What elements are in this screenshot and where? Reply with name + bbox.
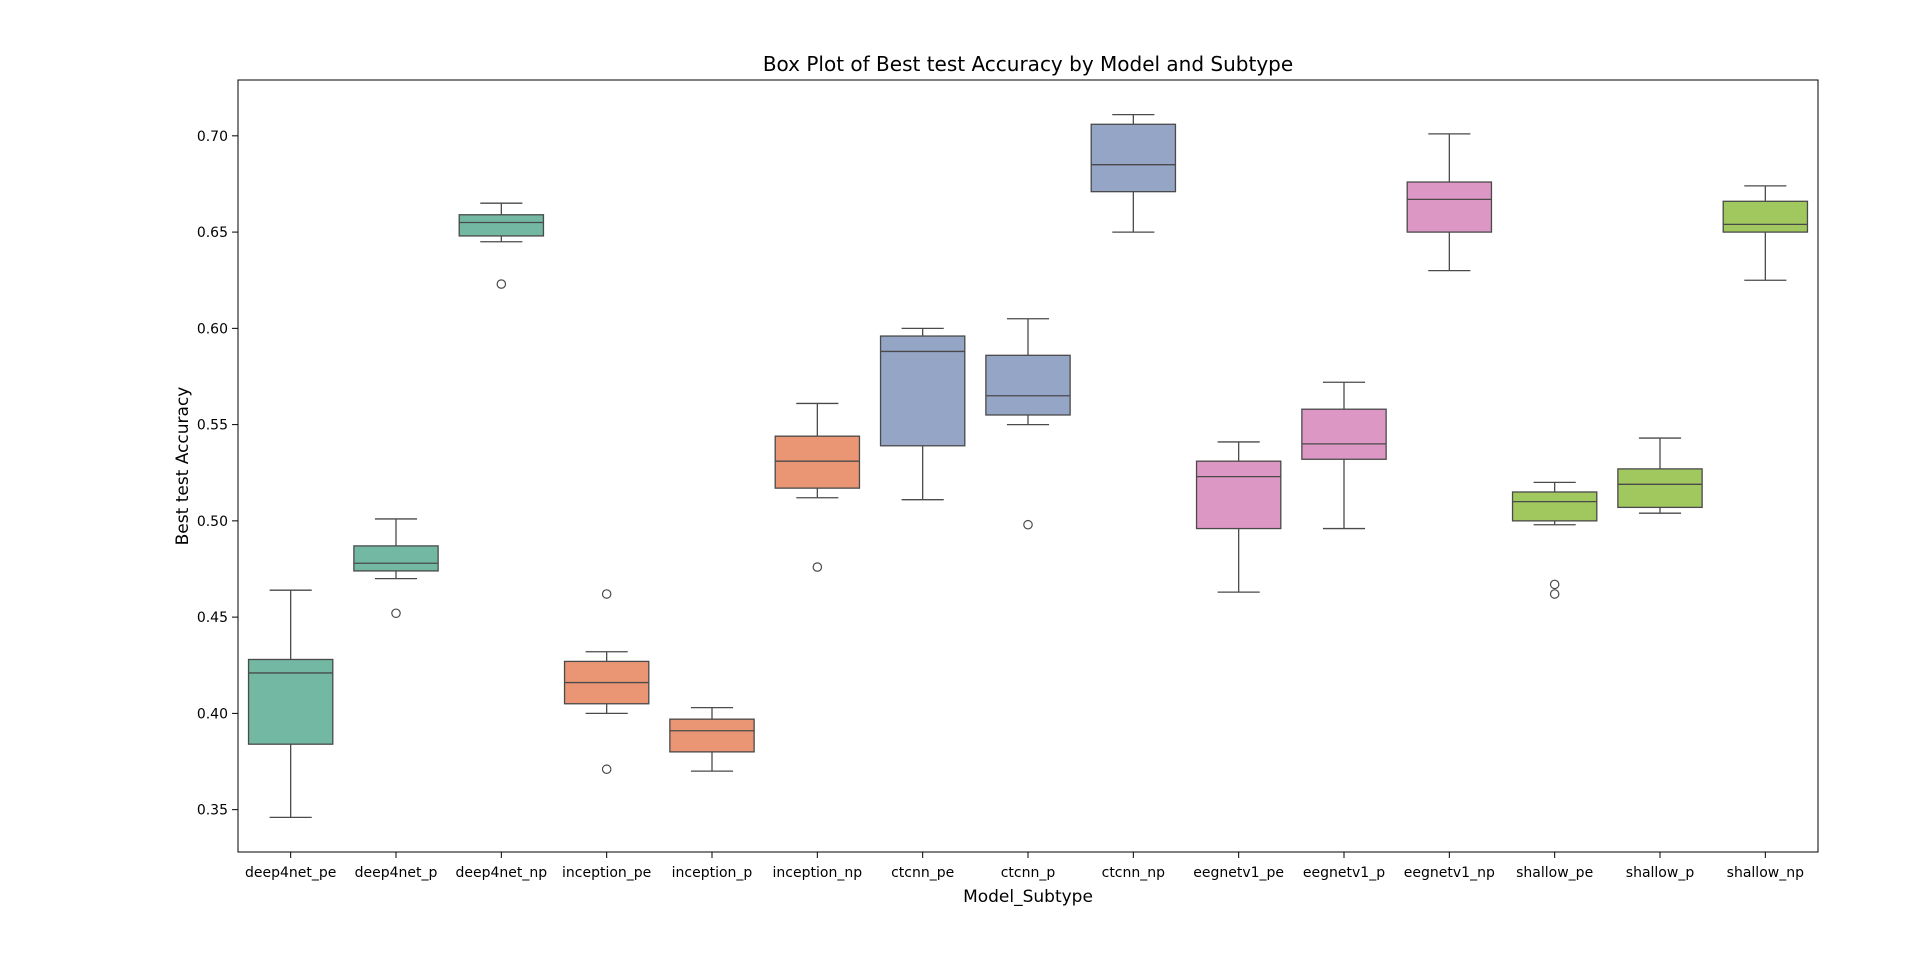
box-iqr bbox=[458, 214, 545, 237]
chart-title: Box Plot of Best test Accuracy by Model … bbox=[763, 52, 1293, 76]
outlier-point bbox=[391, 608, 401, 619]
outlier-point bbox=[1023, 519, 1033, 530]
x-tick-label: inception_p bbox=[672, 865, 753, 881]
x-axis-label: Model_Subtype bbox=[963, 887, 1093, 907]
y-tick-label: 0.35 bbox=[197, 803, 228, 819]
box-iqr bbox=[1090, 123, 1177, 193]
box-group-shallow_p bbox=[1617, 437, 1703, 514]
x-tick-label: inception_pe bbox=[562, 865, 651, 881]
x-tick-label: shallow_pe bbox=[1516, 865, 1593, 881]
x-tick-label: deep4net_np bbox=[456, 865, 548, 881]
plot-frame bbox=[237, 79, 1819, 853]
box-iqr bbox=[985, 354, 1071, 416]
y-tick-label: 0.45 bbox=[197, 610, 228, 626]
box-group-shallow_pe bbox=[1511, 481, 1598, 599]
box-iqr bbox=[1406, 181, 1493, 233]
box-iqr bbox=[247, 658, 334, 745]
outlier-point bbox=[1549, 589, 1560, 599]
box-iqr bbox=[1301, 408, 1387, 460]
x-axis: deep4net_pe deep4net_p deep4net_np inceptio… bbox=[245, 852, 1804, 881]
box-group-ctcnn_p bbox=[985, 318, 1071, 530]
x-tick-label: shallow_p bbox=[1626, 865, 1695, 881]
x-tick-label: inception_np bbox=[773, 865, 863, 881]
boxes-layer bbox=[247, 114, 1809, 818]
box-group-eegnetv1_p bbox=[1301, 381, 1387, 530]
y-tick-label: 0.65 bbox=[197, 225, 228, 241]
y-tick-label: 0.60 bbox=[197, 321, 228, 337]
y-tick-label: 0.40 bbox=[197, 706, 228, 722]
x-tick-label: eegnetv1_p bbox=[1303, 865, 1385, 881]
outlier-point bbox=[601, 764, 612, 775]
box-iqr bbox=[774, 435, 861, 489]
box-group-eegnetv1_np bbox=[1406, 133, 1493, 272]
box-group-deep4net_pe bbox=[247, 589, 334, 818]
box-iqr bbox=[879, 335, 966, 447]
x-tick-label: ctcnn_pe bbox=[891, 865, 954, 881]
box-group-eegnetv1_pe bbox=[1195, 441, 1282, 593]
outlier-point bbox=[601, 589, 612, 599]
y-tick-label: 0.55 bbox=[197, 418, 228, 434]
y-tick-label: 0.50 bbox=[197, 514, 228, 530]
x-tick-label: ctcnn_np bbox=[1102, 865, 1166, 881]
box-iqr bbox=[669, 718, 755, 753]
outlier-point bbox=[1549, 579, 1560, 590]
box-group-inception_pe bbox=[563, 589, 650, 775]
y-tick-label: 0.70 bbox=[197, 129, 228, 145]
box-group-inception_np bbox=[774, 402, 861, 572]
box-group-inception_p bbox=[669, 706, 755, 772]
outlier-point bbox=[496, 279, 507, 289]
x-tick-label: eegnetv1_np bbox=[1404, 865, 1495, 881]
x-tick-label: deep4net_pe bbox=[245, 865, 336, 881]
box-group-deep4net_p bbox=[353, 518, 439, 619]
outlier-point bbox=[812, 562, 823, 572]
box-group-ctcnn_pe bbox=[879, 327, 966, 501]
box-iqr bbox=[1722, 200, 1809, 233]
box-group-ctcnn_np bbox=[1090, 114, 1177, 233]
x-tick-label: eegnetv1_pe bbox=[1193, 865, 1284, 881]
x-tick-label: deep4net_p bbox=[355, 865, 438, 881]
y-axis: 0.35 0.40 0.45 0.50 0.55 0.60 0.65 0.70 bbox=[197, 129, 238, 819]
x-tick-label: shallow_np bbox=[1727, 865, 1804, 881]
box-iqr bbox=[1617, 468, 1703, 509]
box-iqr bbox=[1511, 491, 1598, 522]
y-axis-label: Best test Accuracy bbox=[173, 387, 193, 546]
x-tick-label: ctcnn_p bbox=[1001, 865, 1056, 881]
box-group-shallow_np bbox=[1722, 185, 1809, 281]
box-iqr bbox=[353, 545, 439, 572]
box-iqr bbox=[1195, 460, 1282, 530]
box-group-deep4net_np bbox=[458, 202, 545, 289]
